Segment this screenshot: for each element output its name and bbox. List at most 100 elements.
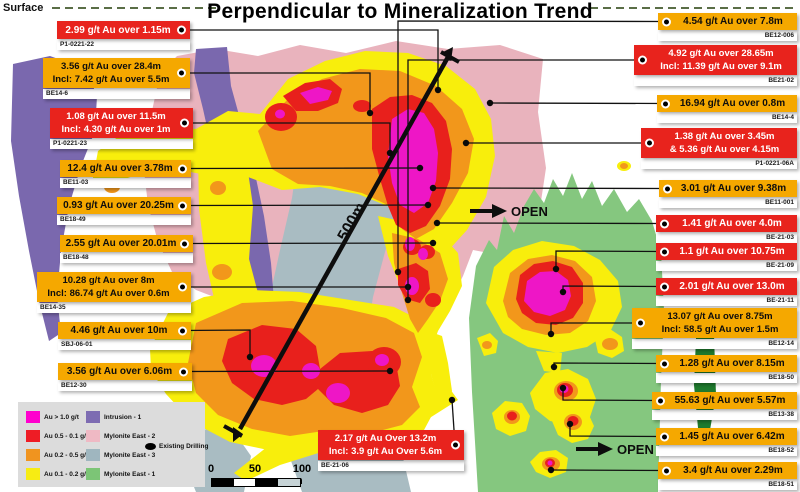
callout-BE18-50: 1.28 g/t Au over 8.15m BE18-50 — [656, 355, 797, 383]
leader-line — [436, 222, 666, 225]
assay-text: 2.01 g/t Au over 13.0m — [679, 281, 785, 292]
callout-BE12-14: 13.07 g/t Au over 8.75m Incl: 58.5 g/t Au… — [632, 308, 797, 349]
callout-bullet-icon — [179, 367, 188, 376]
callout-bullet-icon — [177, 68, 186, 78]
assay-text: 3.4 g/t Au over 2.29m — [683, 465, 783, 476]
open-arrow-icon — [492, 204, 507, 218]
callout-P1-0221-06A: 1.38 g/t Au over 3.45m & 5.36 g/t Au over… — [641, 128, 797, 169]
callout-bullet-icon — [178, 201, 187, 210]
hole-id: BE18-49 — [57, 215, 191, 225]
assay-text: 12.4 g/t Au over 3.78m — [67, 163, 173, 174]
hole-id: BE18-48 — [60, 253, 193, 263]
callout-BE-21-09: 1.1 g/t Au over 10.75m BE-21-09 — [656, 243, 797, 271]
callout-bullet-icon — [645, 138, 654, 148]
callout-bullet-icon — [178, 282, 187, 292]
hole-id: BE12-006 — [658, 31, 797, 41]
callout-bullet-icon — [451, 440, 460, 450]
scale-segment — [211, 478, 235, 487]
scale-segment — [255, 478, 279, 487]
assay-text: Incl: 3.9 g/t Au Over 5.6m — [328, 446, 443, 457]
legend-existing-drilling: Existing Drilling — [145, 443, 208, 450]
callout-bullet-icon — [638, 55, 647, 65]
leader-line — [569, 424, 666, 438]
callout-BE18-52: 1.45 g/t Au over 6.42m BE18-52 — [656, 428, 797, 456]
drill-collar-dot — [386, 367, 394, 375]
callout-bullet-icon — [661, 99, 670, 108]
scale-tick: 50 — [248, 463, 262, 475]
callout-BE12-006: 4.54 g/t Au over 7.8m BE12-006 — [658, 13, 797, 41]
leader-line — [184, 122, 391, 153]
leader-line — [550, 322, 641, 334]
hole-id: BE-21-03 — [656, 233, 797, 243]
hole-id: BE12-14 — [632, 339, 797, 349]
callout-bullet-icon — [660, 247, 669, 256]
assay-text: & 5.36 g/t Au over 4.15m — [669, 144, 780, 155]
assay-text: 13.07 g/t Au over 8.75m — [667, 311, 773, 322]
legend-row: Au 0.2 - 0.5 g/t — [26, 449, 88, 461]
assay-text: 1.45 g/t Au over 6.42m — [679, 431, 785, 442]
drill-collar-dot — [433, 219, 441, 227]
legend-row: Au 0.1 - 0.2 g/t — [26, 468, 88, 480]
legend-label: Mylonite East - 3 — [104, 451, 156, 459]
callout-bullet-icon — [660, 432, 669, 441]
callout-BE13-38: 55.63 g/t Au over 5.57m BE13-38 — [652, 392, 797, 420]
callout-BE-21-06: 2.17 g/t Au Over 13.2m Incl: 3.9 g/t Au O… — [318, 430, 464, 471]
drill-collar-dot — [394, 268, 402, 276]
leader-line — [553, 362, 666, 367]
leader-line — [555, 250, 666, 269]
callout-BE12-30: 3.56 g/t Au over 6.06m BE12-30 — [58, 363, 192, 391]
leader-line — [489, 102, 667, 105]
hole-id: BE11-001 — [659, 198, 797, 208]
callout-BE18-49: 0.93 g/t Au over 20.25m BE18-49 — [57, 197, 191, 225]
hole-id: BE21-02 — [634, 76, 797, 86]
assay-text: 4.54 g/t Au over 7.8m — [683, 16, 783, 27]
callout-bullet-icon — [178, 164, 187, 173]
callout-SBJ-06-01: 4.46 g/t Au over 10m SBJ-06-01 — [58, 322, 191, 350]
callout-bullet-icon — [180, 239, 189, 248]
leader-line — [183, 242, 434, 245]
callout-P1-0221-23: 1.08 g/t Au over 11.5m Incl: 4.30 g/t Au … — [50, 108, 193, 149]
callout-bullet-icon — [660, 282, 669, 291]
legend-swatch — [26, 468, 40, 480]
assay-text: 3.56 g/t Au over 28.4m — [61, 61, 161, 72]
assay-text: 10.28 g/t Au over 8m — [62, 275, 155, 286]
drill-collar-dot — [404, 296, 412, 304]
legend-row: Mylonite East - 2 — [86, 430, 155, 442]
assay-text: Incl: 4.30 g/t Au over 1m — [61, 124, 171, 135]
scale-segment — [233, 478, 257, 487]
leader-line — [407, 59, 643, 300]
callout-bullet-icon — [662, 466, 671, 475]
hole-id: BE18-50 — [656, 373, 797, 383]
callout-bullet-icon — [177, 25, 186, 35]
open-label: OPEN — [511, 204, 548, 219]
legend: Existing Drilling Au > 1.0 g/t Au 0.5 - 0… — [18, 402, 208, 487]
hole-id: BE11-03 — [60, 178, 191, 188]
legend-label: Au 0.5 - 0.1 g/t — [44, 432, 89, 440]
callout-BE18-51: 3.4 g/t Au over 2.29m BE18-51 — [658, 462, 797, 490]
drill-collar-dot — [486, 99, 494, 107]
legend-row: Mylonite East - 1 — [86, 468, 155, 480]
drill-collar-dot — [550, 363, 558, 371]
leader-line — [181, 329, 251, 357]
assay-text: 4.92 g/t Au over 28.65m — [668, 48, 774, 59]
drill-collar-dot — [566, 420, 574, 428]
callout-bullet-icon — [660, 219, 669, 228]
assay-text: Incl: 86.74 g/t Au over 0.6m — [47, 288, 170, 299]
drill-collar-dot — [547, 466, 555, 474]
assay-text: 1.08 g/t Au over 11.5m — [66, 111, 166, 122]
legend-label: Mylonite East - 2 — [104, 432, 156, 440]
assay-text: 2.99 g/t Au over 1.15m — [65, 24, 171, 36]
leader-line — [181, 204, 429, 207]
assay-text: 3.56 g/t Au over 6.06m — [66, 366, 173, 377]
open-marker-1: OPEN — [470, 204, 548, 219]
callout-bullet-icon — [662, 17, 671, 26]
legend-label: Intrusion - 1 — [104, 413, 142, 421]
page-title: Perpendicular to Mineralization Trend — [207, 0, 593, 23]
assay-text: 2.55 g/t Au over 20.01m — [65, 238, 177, 249]
drill-collar-icon — [145, 443, 156, 450]
legend-label: Mylonite East - 1 — [104, 470, 156, 478]
assay-text: 1.41 g/t Au over 4.0m — [682, 218, 782, 229]
drill-collar-dot — [366, 109, 374, 117]
callout-BE-21-11: 2.01 g/t Au over 13.0m BE-21-11 — [656, 278, 797, 306]
